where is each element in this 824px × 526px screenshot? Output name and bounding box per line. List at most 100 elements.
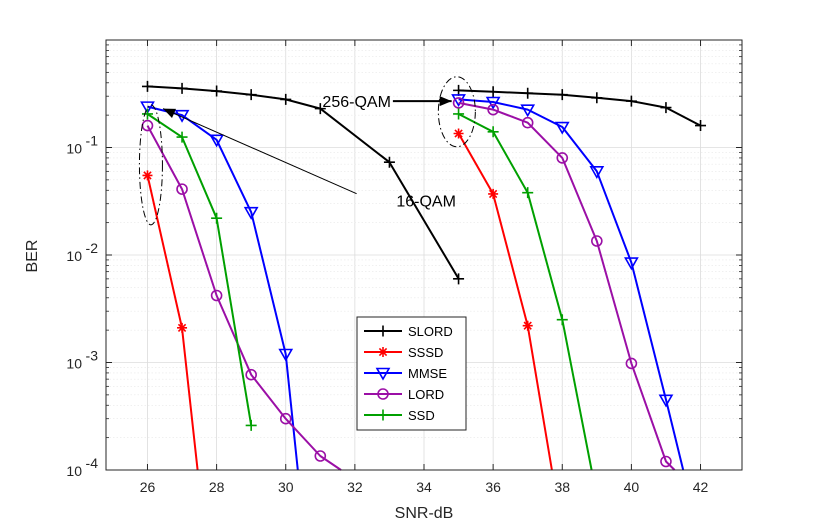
marker-circle [210,289,223,302]
marker-circle [314,450,327,462]
series-line-mmse [147,105,299,471]
marker-triangle [451,94,466,108]
marker-circle [625,357,638,370]
legend-marker-ssd [377,409,389,421]
series-line-mmse [458,98,685,471]
marker-plus [280,93,292,105]
legend-label-slord: SLORD [408,324,453,339]
marker-plus [314,103,326,115]
group-ellipse [138,104,163,226]
legend-marker-sssd [378,347,388,357]
annotation-label: 16-QAM [396,193,456,210]
data-point-ssd [141,108,153,120]
marker-plus [556,89,568,101]
marker-plus [556,314,568,326]
data-point-slord [245,89,257,101]
data-point-slord [383,156,395,168]
marker-triangle [140,101,155,115]
marker-circle [556,152,569,164]
data-point-sssd [522,320,533,331]
data-point-lord [176,183,188,195]
data-point-slord [556,89,568,101]
data-point-lord [521,116,534,129]
marker-plus [522,87,534,99]
marker-triangle [520,104,536,118]
annotation-label: 256-QAM [322,94,390,111]
marker-plus [383,156,395,168]
x-tick-label: 42 [693,479,709,495]
data-point-slord [695,120,707,132]
data-point-lord [210,289,223,302]
data-point-mmse [243,206,259,220]
group-ellipse [437,76,476,148]
data-point-ssd [245,419,257,431]
annotation-16qam-arrow-line [162,108,357,195]
marker-plus [453,108,465,120]
legend-label-sssd: SSSD [408,345,443,360]
marker-triangle [485,96,501,110]
x-tick-label: 32 [347,479,363,495]
marker-plus [176,82,188,94]
annotation-group: 16-QAM 256-QAM [138,76,476,226]
data-point-lord [625,357,638,370]
data-point-lord [591,235,603,247]
marker-triangle [624,257,639,271]
legend-label-lord: LORD [408,387,444,402]
data-point-ssd [176,131,188,143]
data-point-mmse [554,121,570,135]
marker-star [142,170,153,181]
data-point-sssd [142,170,153,181]
legend-marker-slord [377,325,389,337]
marker-plus [487,126,499,138]
marker-triangle [554,121,570,135]
data-point-mmse [278,348,294,362]
data-point-slord [176,82,188,94]
data-point-mmse [209,134,224,148]
legend: SLORD SSSD MMSE LORD SSD [356,316,467,431]
data-point-lord [245,368,257,381]
marker-star [453,128,464,139]
y-tick-label-base: 10 [66,463,82,479]
marker-triangle [278,348,294,362]
x-tick-label: 26 [140,479,156,495]
marker-plus [522,187,534,199]
marker-star [378,347,388,357]
x-axis-title: SNR-dB [395,505,454,522]
marker-circle [521,116,534,129]
data-point-mmse [624,257,639,271]
data-point-sssd [453,128,464,139]
marker-circle [452,97,465,109]
data-point-mmse [589,166,605,179]
x-tick-label: 28 [209,479,225,495]
marker-plus [211,85,223,97]
data-point-sssd [177,322,188,333]
data-point-ssd [211,212,223,224]
marker-plus [245,419,257,431]
data-point-slord [453,84,465,96]
series-line-slord [147,85,460,280]
data-point-slord [487,86,499,98]
legend-label-ssd: SSD [408,408,435,423]
y-tick-label-base: 10 [66,356,82,372]
data-point-mmse [520,104,536,118]
data-point-slord [625,95,637,107]
marker-plus [625,95,637,107]
y-tick-label-exponent: -3 [86,348,99,364]
data-point-ssd [556,314,568,326]
data-point-slord [591,92,603,104]
data-point-slord [314,103,326,115]
data-point-ssd [487,126,499,138]
legend-marker-mmse [375,367,391,381]
data-point-slord [522,87,534,99]
series-line-slord [458,89,701,127]
data-point-sssd [488,188,499,199]
marker-plus [660,102,672,114]
marker-circle [245,368,257,381]
legend-box [356,316,467,431]
legend-marker-lord [377,388,389,400]
data-point-slord [141,80,153,92]
series-line-lord [146,125,342,471]
legend-label-mmse: MMSE [408,366,447,381]
